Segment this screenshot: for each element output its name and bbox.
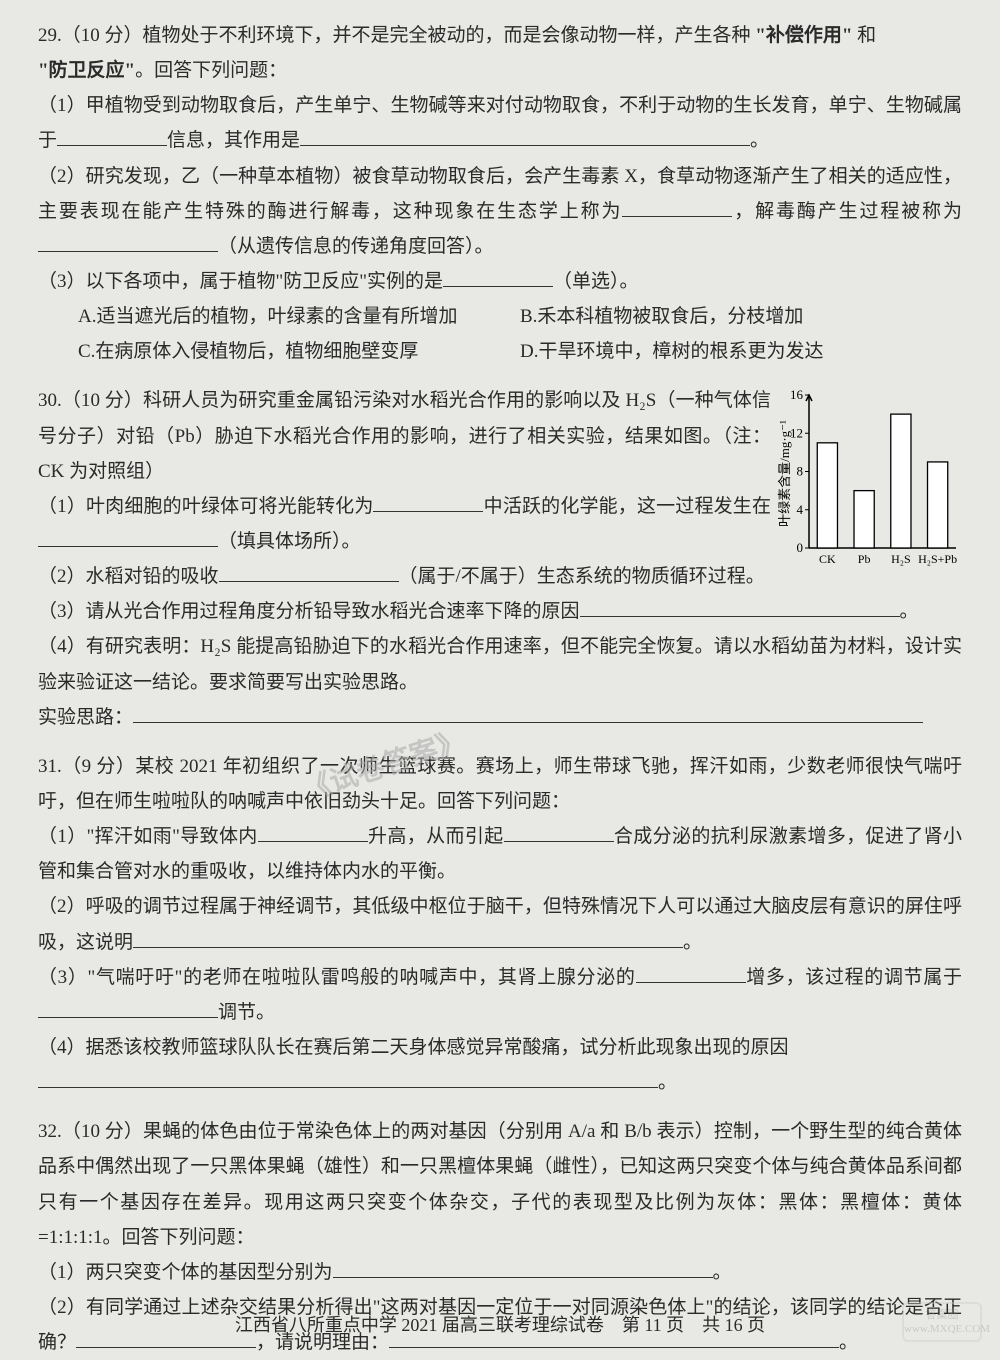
q31-p4b: 。 xyxy=(658,1072,677,1093)
blank xyxy=(580,594,900,617)
q30-p4: （4）有研究表明：H₂S 能提高铅胁迫下的水稻光合作用速率，但不能完全恢复。请以… xyxy=(38,629,962,699)
q29-header: 29.（10 分）植物处于不利环境下，并不是完全被动的，而是会像动物一样，产生各… xyxy=(38,18,962,53)
question-29: 29.（10 分）植物处于不利环境下，并不是完全被动的，而是会像动物一样，产生各… xyxy=(38,18,962,369)
page-footer: 江西省八所重点中学 2021 届高三联考理综试卷 第 11 页 共 16 页 xyxy=(0,1309,1000,1342)
q29-optD: D.干旱环境中，樟树的根系更为发达 xyxy=(520,334,962,369)
q31-p1: （1）"挥汗如雨"导致体内升高，从而引起合成分泌的抗利尿激素增多，促进了肾小管和… xyxy=(38,819,962,889)
q29-p1b: 信息，其作用是 xyxy=(167,130,300,151)
q30-p2b: （属于/不属于）生态系统的物质循环过程。 xyxy=(399,566,765,587)
q32-p1: （1）两只突变个体的基因型分别为 。 xyxy=(38,1255,962,1290)
svg-text:CK: CK xyxy=(819,552,836,566)
q29-p1: （1）甲植物受到动物取食后，产生单宁、生物碱等来对付动物取食，不利于动物的生长发… xyxy=(38,88,962,158)
q30-p3: （3）请从光合作用过程角度分析铅导致水稻光合速率下降的原因 。 xyxy=(38,594,962,629)
q31-p3a: （3）"气喘吁吁"的老师在啦啦队雷鸣般的呐喊声中，其肾上腺分泌的 xyxy=(38,967,636,988)
q30-p3a: （3）请从光合作用过程角度分析铅导致水稻光合速率下降的原因 xyxy=(38,601,580,622)
blank xyxy=(219,559,399,582)
corner-watermark: 答案圈 www.MXQE.COM xyxy=(902,1302,982,1342)
q29-optC: C.在病原体入侵植物后，植物细胞壁变厚 xyxy=(78,334,520,369)
blank xyxy=(38,229,218,252)
q32-p1a: （1）两只突变个体的基因型分别为 xyxy=(38,1262,333,1283)
blank xyxy=(300,124,750,147)
q29-header2: "防卫反应"。回答下列问题： xyxy=(38,53,962,88)
q29-p2b: ，解毒酶产生过程被称为 xyxy=(732,201,962,222)
blank xyxy=(57,124,167,147)
q30-p4a-line: 实验思路： xyxy=(38,700,962,735)
blank xyxy=(622,194,732,217)
bar-chart-svg: 0481216CKPbH₂SH₂S+Pb叶绿素含量/mg·g⁻¹ xyxy=(777,387,962,572)
blank xyxy=(333,1255,713,1278)
blank xyxy=(38,1065,658,1088)
blank xyxy=(443,264,553,287)
svg-text:Pb: Pb xyxy=(858,552,871,566)
blank xyxy=(38,524,218,547)
q30-p2a: （2）水稻对铅的吸收 xyxy=(38,566,219,587)
q29-bold2: "防卫反应" xyxy=(38,60,135,81)
q29-mid: 和 xyxy=(857,25,876,46)
svg-text:16: 16 xyxy=(790,387,804,402)
q29-head-text: 29.（10 分）植物处于不利环境下，并不是完全被动的，而是会像动物一样，产生各… xyxy=(38,25,751,46)
q31-p3b: 增多，该过程的调节属于 xyxy=(746,967,962,988)
q31-p3c: 调节。 xyxy=(218,1002,275,1023)
blank xyxy=(373,489,483,512)
svg-text:H₂S: H₂S xyxy=(891,552,911,566)
q31-p4: （4）据悉该校教师篮球队队长在赛后第二天身体感觉异常酸痛，试分析此现象出现的原因 xyxy=(38,1030,962,1065)
q29-p3a: （3）以下各项中，属于植物"防卫反应"实例的是 xyxy=(38,271,443,292)
q30-p1c: （填具体场所）。 xyxy=(218,531,361,552)
q31-p1b: 升高，从而引起 xyxy=(368,826,504,847)
blank xyxy=(38,995,218,1018)
q29-optA: A.适当遮光后的植物，叶绿素的含量有所增加 xyxy=(78,299,520,334)
svg-text:4: 4 xyxy=(797,502,804,517)
q31-header: 31.（9 分）某校 2021 年初组织了一次师生篮球赛。赛场上，师生带球飞驰，… xyxy=(38,749,962,819)
svg-text:0: 0 xyxy=(797,540,804,555)
q29-p1c: 。 xyxy=(750,130,769,151)
q29-options: A.适当遮光后的植物，叶绿素的含量有所增加 B.禾本科植物被取食后，分枝增加 C… xyxy=(78,299,962,369)
q32-header: 32.（10 分）果蝇的体色由位于常染色体上的两对基因（分别用 A/a 和 B/… xyxy=(38,1114,962,1255)
q29-p3b: （单选）。 xyxy=(553,271,639,292)
question-30: 0481216CKPbH₂SH₂S+Pb叶绿素含量/mg·g⁻¹ 30.（10 … xyxy=(38,383,962,734)
q31-p2b: 。 xyxy=(683,932,702,953)
q29-bold1: "补偿作用" xyxy=(755,25,852,46)
q29-p3: （3）以下各项中，属于植物"防卫反应"实例的是 （单选）。 xyxy=(38,264,962,299)
q30-p1a: （1）叶肉细胞的叶绿体可将光能转化为 xyxy=(38,496,373,517)
q30-p3b: 。 xyxy=(900,601,919,622)
blank xyxy=(258,819,368,842)
q30-p4a: 实验思路： xyxy=(38,707,133,728)
svg-text:8: 8 xyxy=(797,464,804,479)
q30-chart: 0481216CKPbH₂SH₂S+Pb叶绿素含量/mg·g⁻¹ xyxy=(777,387,962,572)
q29-p2c: （从遗传信息的传递角度回答）。 xyxy=(218,236,494,257)
q31-p3: （3）"气喘吁吁"的老师在啦啦队雷鸣般的呐喊声中，其肾上腺分泌的 增多，该过程的调… xyxy=(38,960,962,1030)
svg-text:叶绿素含量/mg·g⁻¹: 叶绿素含量/mg·g⁻¹ xyxy=(777,420,792,527)
q30-p1b: 中活跃的化学能，这一过程发生在 xyxy=(483,496,771,517)
q29-p2: （2）研究发现，乙（一种草本植物）被食草动物取食后，会产生毒素 X，食草动物逐渐… xyxy=(38,159,962,264)
q31-p4-line: 。 xyxy=(38,1065,962,1100)
blank xyxy=(133,925,683,948)
blank xyxy=(133,700,923,723)
q31-p2: （2）呼吸的调节过程属于神经调节，其低级中枢位于脑干，但特殊情况下人可以通过大脑… xyxy=(38,889,962,959)
q29-optB: B.禾本科植物被取食后，分枝增加 xyxy=(520,299,962,334)
question-31: 31.（9 分）某校 2021 年初组织了一次师生篮球赛。赛场上，师生带球飞驰，… xyxy=(38,749,962,1100)
blank xyxy=(504,819,614,842)
blank xyxy=(636,960,746,983)
svg-text:H₂S+Pb: H₂S+Pb xyxy=(918,552,957,566)
q31-p1a: （1）"挥汗如雨"导致体内 xyxy=(38,826,258,847)
q29-tail: 。回答下列问题： xyxy=(135,60,287,81)
q31-p4a: （4）据悉该校教师篮球队队长在赛后第二天身体感觉异常酸痛，试分析此现象出现的原因 xyxy=(38,1037,789,1058)
q32-p1b: 。 xyxy=(713,1262,732,1283)
